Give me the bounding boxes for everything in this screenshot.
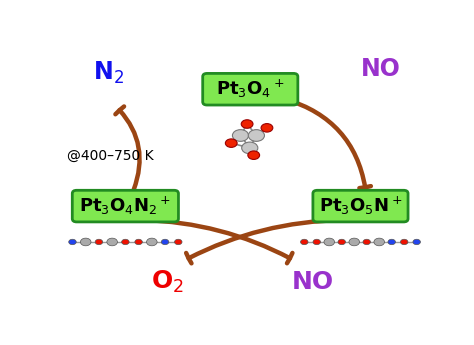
Text: N$_2$: N$_2$ [93,60,124,86]
Circle shape [161,239,169,245]
Circle shape [174,239,182,245]
Circle shape [413,239,420,245]
Text: Pt$_3$O$_5$N$^+$: Pt$_3$O$_5$N$^+$ [319,195,402,217]
Circle shape [349,238,359,246]
Circle shape [232,130,248,141]
Circle shape [146,238,157,246]
Circle shape [107,238,118,246]
FancyBboxPatch shape [203,73,298,105]
Circle shape [241,120,253,128]
Circle shape [225,139,237,147]
FancyBboxPatch shape [313,190,408,222]
Text: Pt$_3$O$_4$$^+$: Pt$_3$O$_4$$^+$ [216,78,284,100]
Circle shape [338,239,346,245]
Circle shape [135,239,142,245]
Circle shape [401,239,408,245]
Circle shape [248,130,264,141]
Circle shape [313,239,320,245]
Circle shape [248,151,260,159]
Circle shape [95,239,103,245]
Circle shape [69,239,76,245]
Circle shape [261,124,273,132]
Circle shape [374,238,384,246]
Text: NO: NO [292,270,334,294]
Text: O$_2$: O$_2$ [151,269,184,295]
Circle shape [324,238,335,246]
Circle shape [301,239,308,245]
Circle shape [122,239,129,245]
FancyBboxPatch shape [73,190,178,222]
Text: Pt$_3$O$_4$N$_2$$^+$: Pt$_3$O$_4$N$_2$$^+$ [79,195,172,217]
Circle shape [81,238,91,246]
Circle shape [242,142,258,154]
Circle shape [388,239,395,245]
Text: @400–750 K: @400–750 K [66,149,153,162]
Text: NO: NO [361,57,401,81]
Circle shape [363,239,371,245]
